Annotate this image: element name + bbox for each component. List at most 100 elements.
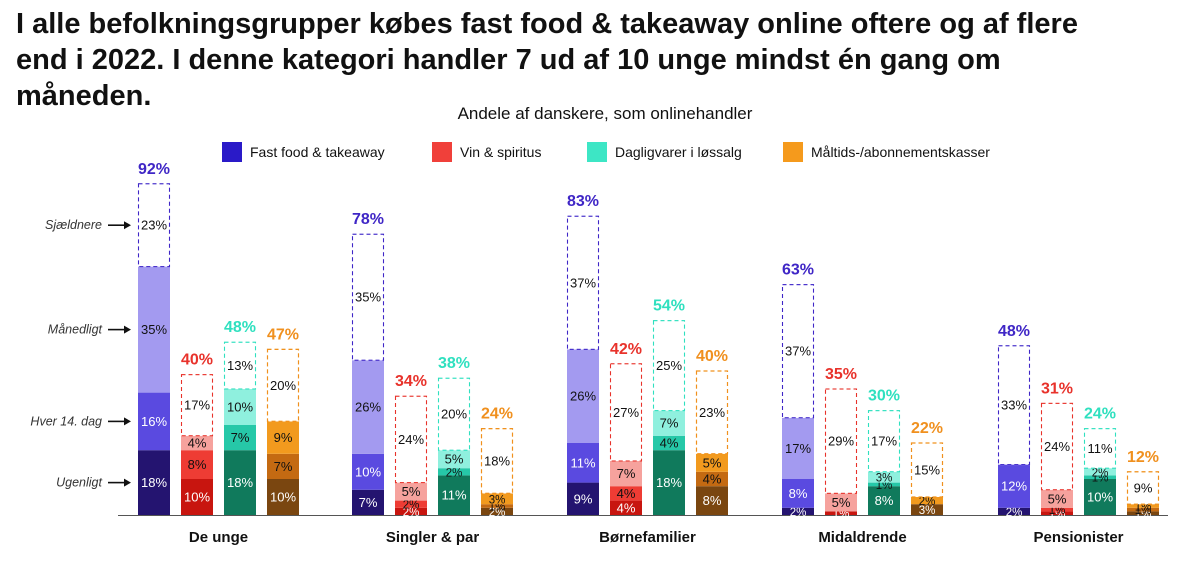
bar-segment	[138, 450, 170, 515]
bar-segment	[481, 507, 513, 515]
bar-segment-outline	[610, 363, 642, 462]
bar-segment	[696, 486, 728, 515]
bar-segment	[825, 493, 857, 512]
segment-label: 2%	[1092, 467, 1109, 479]
segment-label: 10%	[227, 400, 253, 415]
segment-label: 26%	[355, 400, 381, 415]
bar-segment	[782, 417, 814, 479]
bar-segment	[267, 453, 299, 479]
bar-segment-outline	[181, 374, 213, 437]
bar-segment	[395, 482, 427, 501]
frequency-label: Månedligt	[48, 323, 103, 337]
segment-label: 1%	[1135, 502, 1152, 514]
segment-label: 29%	[828, 434, 854, 449]
total-label: 38%	[438, 355, 470, 372]
segment-label: 11%	[570, 455, 595, 470]
total-label: 40%	[181, 352, 213, 369]
bar-segment	[868, 486, 900, 515]
segment-label: 2%	[919, 496, 936, 508]
bar-segment	[653, 410, 685, 436]
category-label: Singler & par	[386, 529, 480, 546]
bar-segment	[781, 284, 815, 419]
bar-segment	[1041, 511, 1073, 515]
bar-segment	[825, 511, 857, 515]
frequency-label: Ugenligt	[56, 476, 102, 490]
category-label: Pensionister	[1033, 529, 1123, 546]
legend-swatch-maaltidskasser	[783, 142, 803, 162]
segment-label: 26%	[570, 389, 596, 404]
segment-label: 24%	[398, 432, 424, 447]
segment-label: 37%	[785, 344, 811, 359]
segment-label: 9%	[1134, 481, 1153, 496]
bar-segment	[1041, 489, 1073, 508]
segment-label: 24%	[1044, 439, 1070, 454]
bar-segment-outline	[696, 370, 728, 455]
bar-segment	[868, 471, 900, 483]
chart-subtitle: Andele af danskere, som onlinehandler	[457, 104, 753, 123]
segment-label: 4%	[617, 500, 636, 515]
legend-item-vin: Vin & spiritus	[432, 140, 587, 164]
segment-label: 2%	[1006, 507, 1023, 519]
bar-segment-outline	[1041, 402, 1073, 491]
total-label: 42%	[610, 341, 642, 358]
legend: Fast food & takeaway Vin & spiritus Dagl…	[222, 140, 1013, 164]
bar-segment	[395, 500, 427, 508]
bar-segment	[1041, 507, 1073, 512]
bar-segment-outline	[267, 348, 299, 422]
segment-label: 20%	[270, 378, 296, 393]
segment-label: 13%	[227, 358, 253, 373]
frequency-arrow-head	[124, 478, 131, 487]
bar-segment	[567, 482, 599, 515]
bar-segment-outline	[567, 215, 599, 350]
bar-segment	[266, 348, 300, 422]
bar-segment	[138, 392, 170, 451]
bar-segment	[1084, 468, 1116, 476]
segment-label: 8%	[875, 493, 894, 508]
total-label: 40%	[696, 348, 728, 365]
bar-segment	[438, 475, 470, 515]
segment-label: 20%	[441, 407, 467, 422]
bar-segment-outline	[653, 320, 685, 412]
segment-label: 17%	[785, 441, 811, 456]
bar-segment	[782, 507, 814, 515]
bar-segment	[352, 453, 384, 490]
segment-label: 3%	[919, 505, 936, 517]
bar-segment	[438, 468, 470, 476]
segment-label: 11%	[1087, 441, 1112, 456]
total-label: 31%	[1041, 380, 1073, 397]
segment-label: 7%	[617, 466, 636, 481]
segment-label: 17%	[184, 398, 210, 413]
category-label: Børnefamilier	[599, 529, 696, 546]
bar-segment	[224, 450, 256, 515]
bar-segment	[610, 500, 642, 515]
bar-segment	[1127, 507, 1159, 512]
bar-segment-outline	[1127, 471, 1159, 505]
bar-segment	[998, 507, 1030, 515]
segment-label: 2%	[489, 507, 506, 519]
bar-segment	[695, 370, 729, 455]
total-label: 12%	[1127, 449, 1159, 466]
bar-segment	[480, 428, 514, 495]
segment-label: 5%	[832, 495, 851, 510]
segment-label: 2%	[403, 500, 420, 512]
bar-segment	[181, 479, 213, 515]
frequency-arrow-head	[124, 221, 131, 230]
segment-label: 18%	[227, 475, 253, 490]
bar-segment	[224, 389, 256, 425]
segment-label: 2%	[446, 467, 463, 479]
bar-segment	[911, 497, 943, 505]
legend-item-maaltidskasser: Måltids-/abonnementskasser	[783, 140, 1013, 164]
frequency-arrow-head	[124, 417, 131, 426]
segment-label: 5%	[703, 455, 722, 470]
segment-label: 4%	[617, 486, 636, 501]
total-label: 48%	[998, 323, 1030, 340]
legend-swatch-vin	[432, 142, 452, 162]
segment-label: 10%	[355, 464, 381, 479]
bar-segment	[1127, 511, 1159, 515]
legend-label-maaltidskasser: Måltids-/abonnementskasser	[811, 144, 990, 160]
bar-segment-outline	[224, 341, 256, 390]
segment-label: 7%	[274, 459, 293, 474]
segment-label: 1%	[1049, 505, 1066, 517]
segment-label: 1%	[876, 480, 893, 492]
